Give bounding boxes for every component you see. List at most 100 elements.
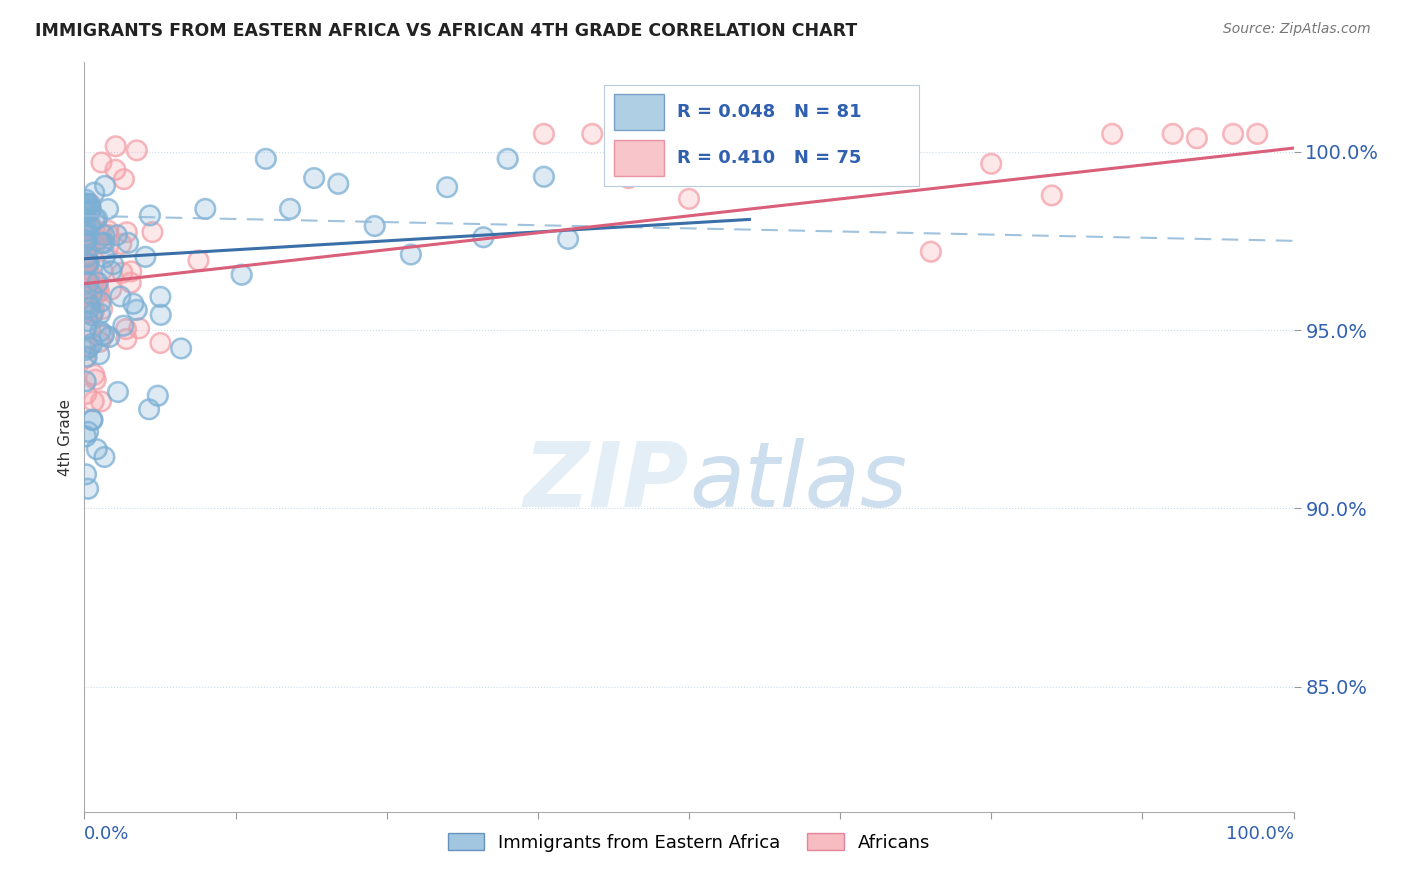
Point — [83, 303, 105, 318]
Point — [82, 413, 104, 427]
Point — [89, 347, 111, 361]
Point — [80, 202, 103, 216]
Point — [79, 300, 101, 314]
Point — [115, 225, 138, 239]
Point — [93, 450, 115, 464]
Point — [84, 237, 107, 252]
Point — [581, 127, 603, 141]
Point — [75, 287, 97, 301]
Point — [82, 412, 104, 426]
Point — [120, 276, 142, 290]
Point — [76, 314, 98, 328]
Point — [94, 178, 117, 193]
Point — [77, 341, 100, 355]
Point — [93, 228, 115, 243]
Point — [93, 450, 115, 464]
Point — [149, 290, 172, 304]
Point — [149, 335, 172, 350]
Point — [84, 287, 107, 301]
Point — [122, 296, 145, 310]
Text: 0.0%: 0.0% — [84, 825, 129, 843]
Text: atlas: atlas — [689, 438, 907, 526]
Point — [77, 296, 100, 310]
Point — [90, 235, 112, 250]
Point — [738, 127, 761, 141]
Point — [278, 202, 301, 216]
Point — [77, 282, 100, 296]
Point — [799, 127, 821, 141]
Point — [83, 224, 105, 238]
Point — [79, 323, 101, 337]
Point — [76, 236, 98, 251]
Point — [97, 227, 120, 242]
Point — [79, 300, 101, 314]
Point — [1246, 127, 1268, 141]
Point — [254, 152, 277, 166]
Point — [920, 244, 942, 259]
Point — [75, 287, 97, 301]
Point — [115, 332, 138, 346]
Point — [75, 196, 97, 211]
Point — [231, 268, 253, 282]
Point — [97, 240, 120, 254]
Point — [83, 394, 105, 409]
Point — [75, 351, 97, 365]
Point — [105, 228, 128, 243]
Point — [76, 228, 98, 243]
Point — [146, 388, 169, 402]
Point — [112, 318, 135, 333]
Point — [79, 205, 101, 219]
Point — [77, 282, 100, 296]
Point — [91, 263, 114, 277]
Point — [93, 250, 115, 264]
Point — [83, 394, 105, 409]
Point — [76, 228, 98, 243]
Point — [97, 224, 120, 238]
Point — [90, 294, 112, 309]
Point — [1040, 188, 1063, 202]
Point — [1101, 127, 1123, 141]
Point — [82, 336, 104, 351]
Point — [93, 235, 115, 250]
Point — [107, 384, 129, 399]
Point — [472, 230, 495, 244]
Point — [86, 233, 108, 247]
Point — [278, 202, 301, 216]
Point — [94, 178, 117, 193]
Point — [187, 253, 209, 268]
Text: ZIP: ZIP — [523, 438, 689, 526]
Point — [77, 268, 100, 282]
Point — [75, 374, 97, 388]
Point — [75, 467, 97, 482]
Point — [75, 235, 97, 249]
Point — [678, 192, 700, 206]
Point — [77, 275, 100, 289]
Point — [75, 196, 97, 211]
Point — [149, 290, 172, 304]
Point — [110, 236, 132, 251]
Point — [77, 275, 100, 289]
Point — [80, 308, 103, 322]
Point — [302, 171, 325, 186]
Text: 100.0%: 100.0% — [1226, 825, 1294, 843]
Point — [859, 139, 882, 153]
Point — [328, 177, 350, 191]
Point — [859, 139, 882, 153]
Point — [79, 219, 101, 233]
Point — [89, 324, 111, 338]
Point — [91, 263, 114, 277]
Point — [110, 236, 132, 251]
Point — [91, 301, 114, 316]
Point — [1185, 131, 1208, 145]
Point — [75, 218, 97, 232]
Point — [79, 254, 101, 268]
Point — [436, 180, 458, 194]
Point — [115, 322, 138, 336]
Point — [83, 224, 105, 238]
Point — [75, 199, 97, 213]
Point — [533, 127, 555, 141]
Point — [187, 253, 209, 268]
Point — [83, 368, 105, 382]
Point — [76, 314, 98, 328]
Point — [104, 162, 127, 177]
